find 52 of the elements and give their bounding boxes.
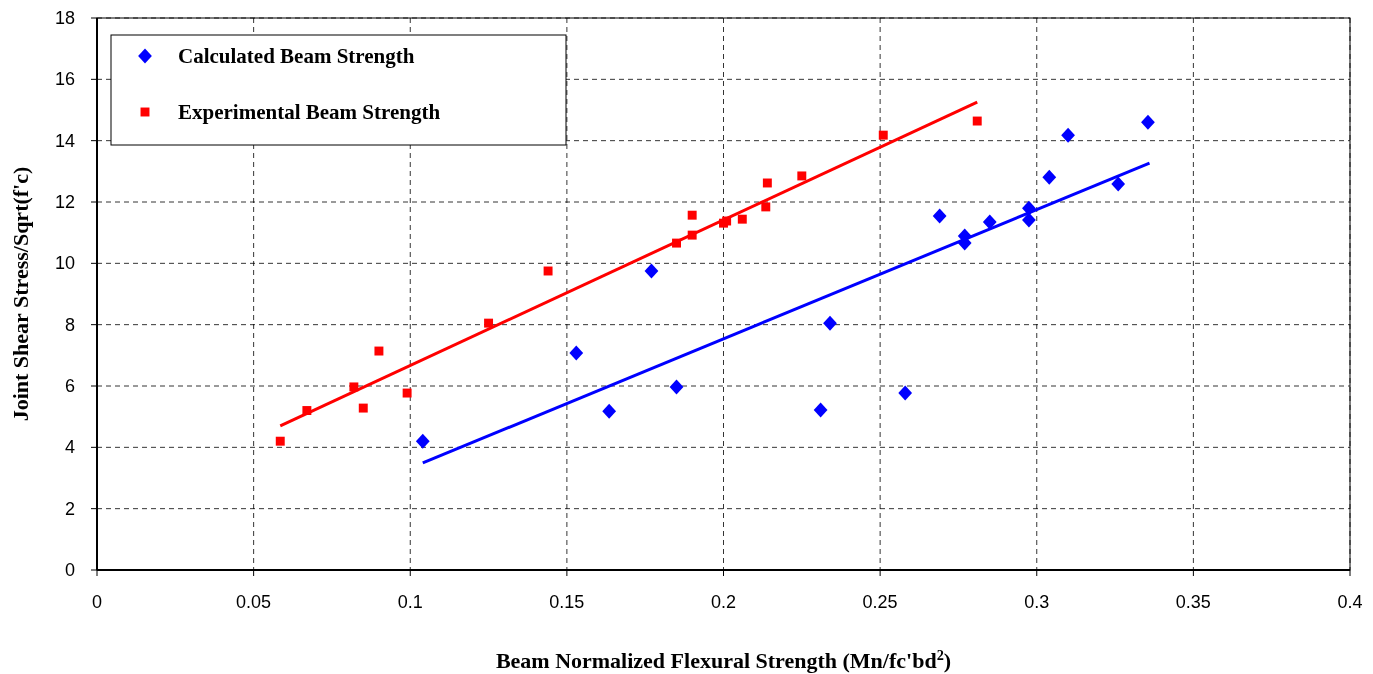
point xyxy=(349,382,359,392)
point xyxy=(1141,114,1155,130)
y-tick-label: 8 xyxy=(64,314,75,335)
point xyxy=(1111,176,1126,192)
point xyxy=(813,402,828,418)
point xyxy=(569,345,584,361)
x-tick-label: 0.35 xyxy=(1175,592,1211,612)
point xyxy=(669,379,684,395)
x-tick-label: 0.15 xyxy=(549,592,585,612)
y-tick-label: 18 xyxy=(54,8,75,28)
point xyxy=(415,433,430,449)
legend-label: Calculated Beam Strength xyxy=(178,44,415,68)
y-tick-label: 6 xyxy=(64,376,75,396)
point xyxy=(982,214,997,230)
point xyxy=(823,315,837,331)
point xyxy=(374,346,384,356)
point xyxy=(932,208,947,224)
x-tick-label: 0.1 xyxy=(397,592,423,612)
y-tick-label: 2 xyxy=(64,498,75,519)
y-tick-label: 4 xyxy=(64,437,75,458)
y-tick-label: 16 xyxy=(54,69,75,90)
point xyxy=(602,403,617,419)
point xyxy=(761,202,771,212)
x-tick-label: 0.25 xyxy=(862,592,898,612)
point xyxy=(1042,169,1057,185)
point xyxy=(762,178,772,188)
y-tick-label: 10 xyxy=(54,253,75,274)
y-tick-label: 0 xyxy=(64,560,75,580)
point xyxy=(543,266,553,276)
point xyxy=(484,318,494,328)
y-tick-label: 12 xyxy=(54,192,75,212)
x-tick-label: 0.3 xyxy=(1024,592,1050,612)
point xyxy=(737,214,747,224)
point xyxy=(1022,212,1036,228)
x-tick-label: 0 xyxy=(91,592,103,612)
x-tick-label: 0.2 xyxy=(710,592,737,612)
point xyxy=(972,116,982,126)
point xyxy=(402,388,412,398)
point xyxy=(687,210,697,220)
point xyxy=(358,403,368,413)
x-tick-label: 0.05 xyxy=(236,592,272,612)
y-tick-label: 14 xyxy=(54,130,75,151)
point xyxy=(275,436,285,446)
point xyxy=(644,263,659,279)
legend-label: Experimental Beam Strength xyxy=(178,100,441,124)
x-axis-title: Beam Normalized Flexural Strength (Mn/fc'bd$^{2}$) xyxy=(495,647,952,673)
x-tick-label: 0.4 xyxy=(1337,592,1363,612)
point xyxy=(1061,127,1075,143)
y-axis-title: Joint Shear Stress/Sqrt(f'c) xyxy=(8,166,33,422)
point xyxy=(898,385,913,401)
point xyxy=(797,171,807,181)
point xyxy=(878,130,888,140)
